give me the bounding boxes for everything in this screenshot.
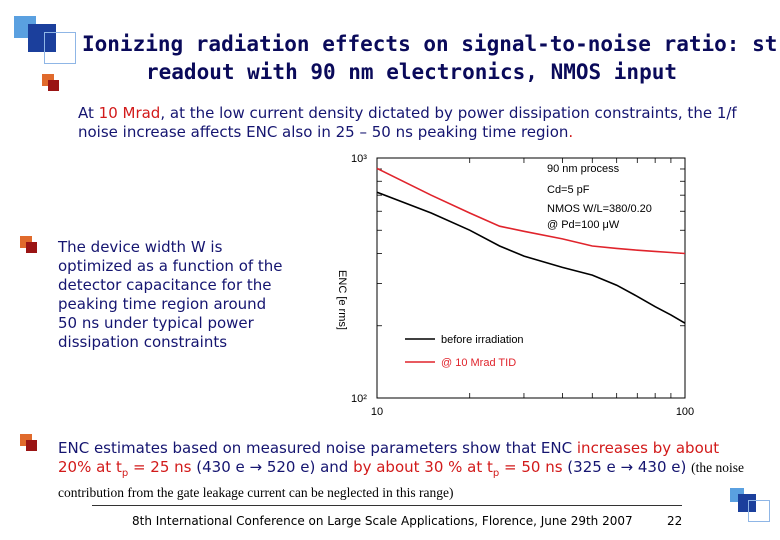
legend-label: @ 10 Mrad TID — [441, 357, 516, 369]
footnote-text: (the noise contribution from the gate le… — [58, 460, 745, 500]
chart-annotation: Cd=5 pF — [547, 184, 590, 196]
y-tick-label: 10³ — [351, 153, 367, 165]
enc-chart: 1010010³10²Peaking Time [ns]ENC [e rms]9… — [336, 153, 694, 418]
chart-annotation: 90 nm process — [547, 163, 620, 175]
title-line-1: Ionizing radiation effects on signal-to-… — [82, 32, 778, 56]
bullet-2-text: The device width W is optimized as a fun… — [58, 238, 283, 351]
y-tick-label: 10² — [351, 393, 367, 405]
bullet-3-text: ENC estimates based on measured noise pa… — [58, 439, 745, 500]
x-tick-label: 10 — [371, 406, 383, 418]
title-line-2: readout with 90 nm electronics, NMOS inp… — [146, 60, 678, 84]
slide-title: Ionizing radiation effects on signal-to-… — [82, 30, 780, 86]
page-number: 22 — [667, 514, 683, 528]
series-line-2 — [376, 167, 686, 255]
footer-divider — [92, 505, 682, 506]
bullet-icon — [20, 434, 38, 452]
bullet-1-text: At 10 Mrad, at the low current density d… — [78, 104, 737, 141]
plot-frame — [376, 157, 686, 399]
logo — [14, 16, 78, 64]
legend-label: before irradiation — [441, 334, 524, 346]
chart-annotation: NMOS W/L=380/0.20 — [547, 203, 652, 215]
series-line-1 — [376, 191, 686, 324]
footer-text: 8th International Conference on Large Sc… — [132, 514, 633, 528]
bullet-icon — [42, 74, 60, 92]
logo-small — [730, 488, 772, 528]
bullet-icon — [20, 236, 38, 254]
x-tick-label: 100 — [676, 406, 694, 418]
chart-annotation: @ Pd=100 μW — [547, 219, 620, 231]
y-axis-label: ENC [e rms] — [336, 270, 348, 330]
